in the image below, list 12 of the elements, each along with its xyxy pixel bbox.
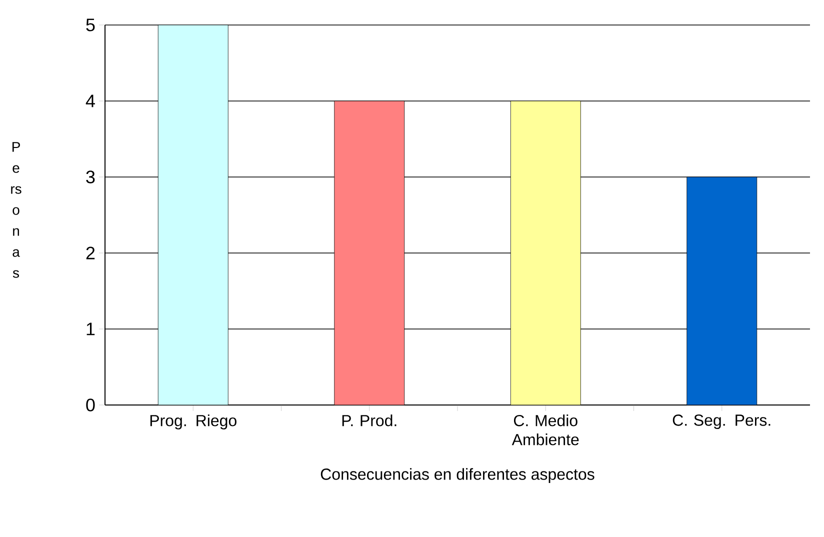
x-axis-title: Consecuencias en diferentes aspectos — [320, 468, 594, 484]
x-tick-label: P. Prod. — [342, 414, 396, 426]
y-tick-label: 5 — [86, 18, 95, 32]
x-tick-label: C. Seg. Pers. — [672, 414, 770, 430]
x-tick-label: C. Medio Ambiente — [512, 414, 579, 446]
y-axis-title: Personas — [11, 142, 22, 278]
y-tick-label: 4 — [86, 94, 95, 108]
y-tick-label: 2 — [86, 246, 95, 260]
y-tick-label: 0 — [86, 398, 95, 412]
y-tick-label: 1 — [86, 322, 95, 336]
x-tick-label: Prog. Riego — [150, 414, 236, 430]
y-tick-label: 3 — [86, 170, 95, 184]
